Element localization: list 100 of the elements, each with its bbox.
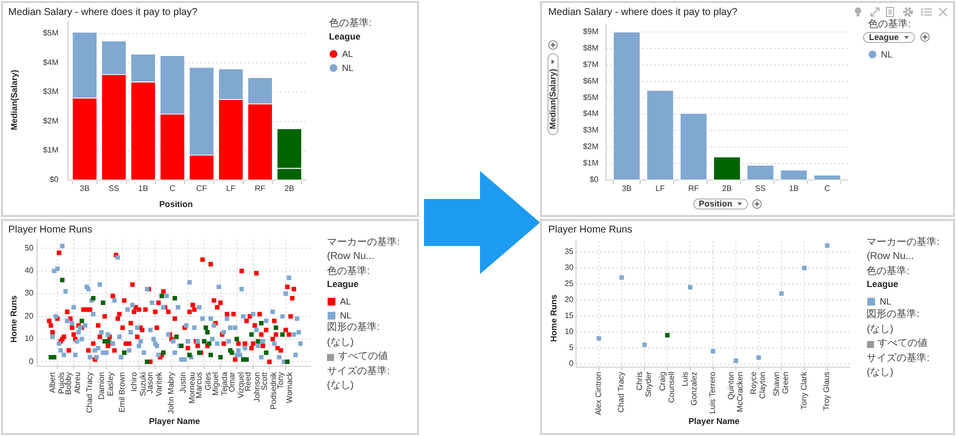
y-tick-label: $2M <box>582 142 599 152</box>
y-tick-label: 10 <box>564 327 574 336</box>
y-tick-label: 20 <box>24 311 34 320</box>
legend-label: NL <box>881 50 893 60</box>
x-tick-label: Bobby Abreu <box>64 372 82 395</box>
x-tick-label: Albert Pujols <box>48 371 66 394</box>
y-tick-label: $5M <box>582 92 599 102</box>
x-tick-label: Omar Vizquel <box>227 372 246 398</box>
text: (なし) <box>327 336 354 349</box>
x-tick-label: C <box>169 184 176 193</box>
x-tick-label: Alex Cintron <box>594 372 603 416</box>
point <box>256 339 260 344</box>
chart-title: Median Salary - where does it pay to play? <box>548 7 738 18</box>
y-tick-label: 35 <box>564 247 574 256</box>
y-tick-label: $7M <box>582 60 599 69</box>
point <box>161 350 166 355</box>
x-tick-label: Marcus Giles <box>194 372 213 398</box>
dropdown: League <box>863 32 915 42</box>
text: 図形の基準: <box>327 322 380 334</box>
point <box>60 278 65 282</box>
x-tick-label: Emil Brown <box>118 372 127 413</box>
y-tick-label: $0 <box>50 175 60 184</box>
point <box>100 300 106 305</box>
y-tick-label: $2M <box>42 116 59 126</box>
y-tick-label: 15 <box>564 311 574 320</box>
text: 色の基準: <box>868 18 911 30</box>
x-tick-label: 2B <box>284 184 294 193</box>
point <box>160 294 164 298</box>
bar <box>612 32 640 180</box>
y-tick-label: $9M <box>582 27 599 36</box>
y-tick-label: $4M <box>582 109 599 118</box>
x-tick-label: Troy Glaus <box>822 372 832 411</box>
point <box>144 360 150 364</box>
x-tick-label: Jason Varitek <box>146 371 164 396</box>
point <box>249 332 254 337</box>
y-tick-label: 0 <box>29 356 34 366</box>
y-axis-title: Median(Salary) <box>547 68 557 129</box>
x-tick-label: Shawn Green <box>772 372 790 396</box>
text: 色の基準: <box>327 266 370 278</box>
x-axis-title: Player Name <box>688 416 740 426</box>
x-tick-label: SS <box>108 184 120 193</box>
x-tick-label: Tony Womack <box>276 371 294 404</box>
point <box>824 243 830 248</box>
point <box>172 296 178 300</box>
point <box>208 352 213 358</box>
text: (なし) <box>866 324 894 336</box>
y-tick-label: $3M <box>582 126 599 135</box>
x-axis-title: Position <box>159 199 193 209</box>
point <box>688 284 692 290</box>
point <box>218 354 223 360</box>
y-tick-label: $0 <box>590 175 600 184</box>
x-tick-label: Ichiro Suzuki <box>129 372 148 396</box>
y-tick-label: $5M <box>42 28 59 38</box>
text: (なし) <box>866 367 894 380</box>
text: サイズの基準: <box>327 366 390 378</box>
point <box>205 330 210 334</box>
legend-label: AL <box>340 296 352 307</box>
x-tick-label: Luis Terrero <box>708 371 717 414</box>
y-tick-label: $3M <box>42 87 59 96</box>
text: (なし) <box>327 380 354 392</box>
text: マーカーの基準: <box>327 236 400 249</box>
x-tick-label: Quinton McCracken <box>726 372 744 412</box>
x-tick-label: CF <box>196 184 208 193</box>
dropdown: Position <box>692 198 748 210</box>
x-tick-label: 3B <box>80 184 90 193</box>
x-tick-label: C <box>824 184 830 193</box>
bar <box>713 156 741 180</box>
x-tick-label: 1B <box>788 184 799 193</box>
point <box>756 355 761 360</box>
point <box>206 341 212 346</box>
legend-label: NL <box>340 310 352 321</box>
x-tick-label: Chad Tracy <box>85 372 94 414</box>
x-tick-label: Tony Clark <box>799 370 808 410</box>
bar <box>680 113 708 180</box>
x-tick-label: SS <box>755 184 766 193</box>
x-tick-label: Justin Morneau <box>178 372 196 404</box>
point <box>274 325 278 330</box>
chart-title: Player Home Runs <box>8 224 92 236</box>
y-tick-label: $1M <box>42 146 59 155</box>
y-tick-label: 30 <box>24 288 34 298</box>
x-tick-label: Royce Clayton <box>749 371 768 399</box>
point <box>264 350 268 355</box>
legend-label: AL <box>342 49 354 59</box>
x-tick-label: RF <box>254 184 266 193</box>
x-tick-label: Chad Tracy <box>616 372 626 413</box>
point <box>202 339 206 344</box>
x-tick-label: Craig Counsell <box>658 371 676 403</box>
legend-label: NL <box>880 296 892 307</box>
bar <box>780 170 808 180</box>
point <box>619 275 624 280</box>
point <box>52 354 56 360</box>
x-tick-label: Reed Johnson <box>244 372 262 402</box>
chart-title: Player Home Runs <box>548 224 632 236</box>
x-tick-label: Damion Easley <box>96 372 115 400</box>
point <box>91 296 96 300</box>
y-tick-label: 0 <box>569 359 574 368</box>
legend-title: League <box>327 279 359 290</box>
point <box>710 348 716 354</box>
x-tick-label: Scott Podsednik <box>260 371 278 410</box>
legend-title: League <box>866 279 898 290</box>
